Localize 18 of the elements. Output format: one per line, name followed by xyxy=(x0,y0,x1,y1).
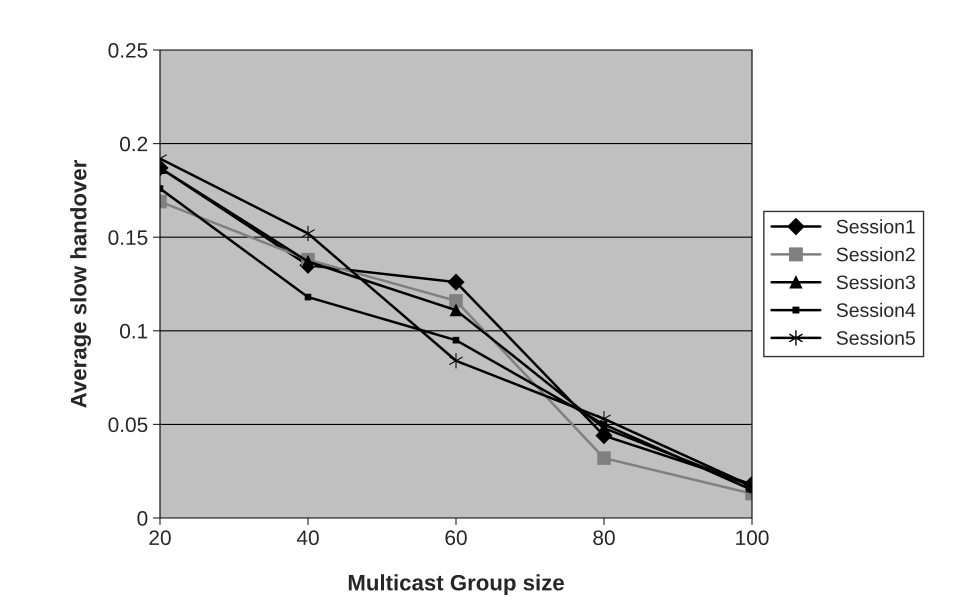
x-tick-label: 60 xyxy=(445,530,467,546)
y-tick-label: 0.1 xyxy=(120,324,148,339)
legend-label: Session5 xyxy=(836,330,915,345)
legend-label: Session4 xyxy=(836,302,916,318)
y-tick-label: 0.15 xyxy=(108,230,148,245)
x-tick-label: 80 xyxy=(593,530,615,546)
y-axis-title: Average slow handover xyxy=(70,160,91,408)
y-tick-label: 0.2 xyxy=(120,136,148,152)
y-tick-label: 0.05 xyxy=(108,417,148,432)
y-tick-label: 0.25 xyxy=(108,43,148,58)
y-tick-label: 0 xyxy=(137,511,148,526)
x-tick-label: 40 xyxy=(296,530,319,546)
x-tick-label: 20 xyxy=(149,530,171,546)
legend-label: Session1 xyxy=(836,219,915,234)
x-axis-title: Multicast Group size xyxy=(348,574,564,595)
x-tick-label: 100 xyxy=(736,530,769,546)
legend-label: Session2 xyxy=(836,247,915,262)
legend-label: Session3 xyxy=(836,274,915,290)
